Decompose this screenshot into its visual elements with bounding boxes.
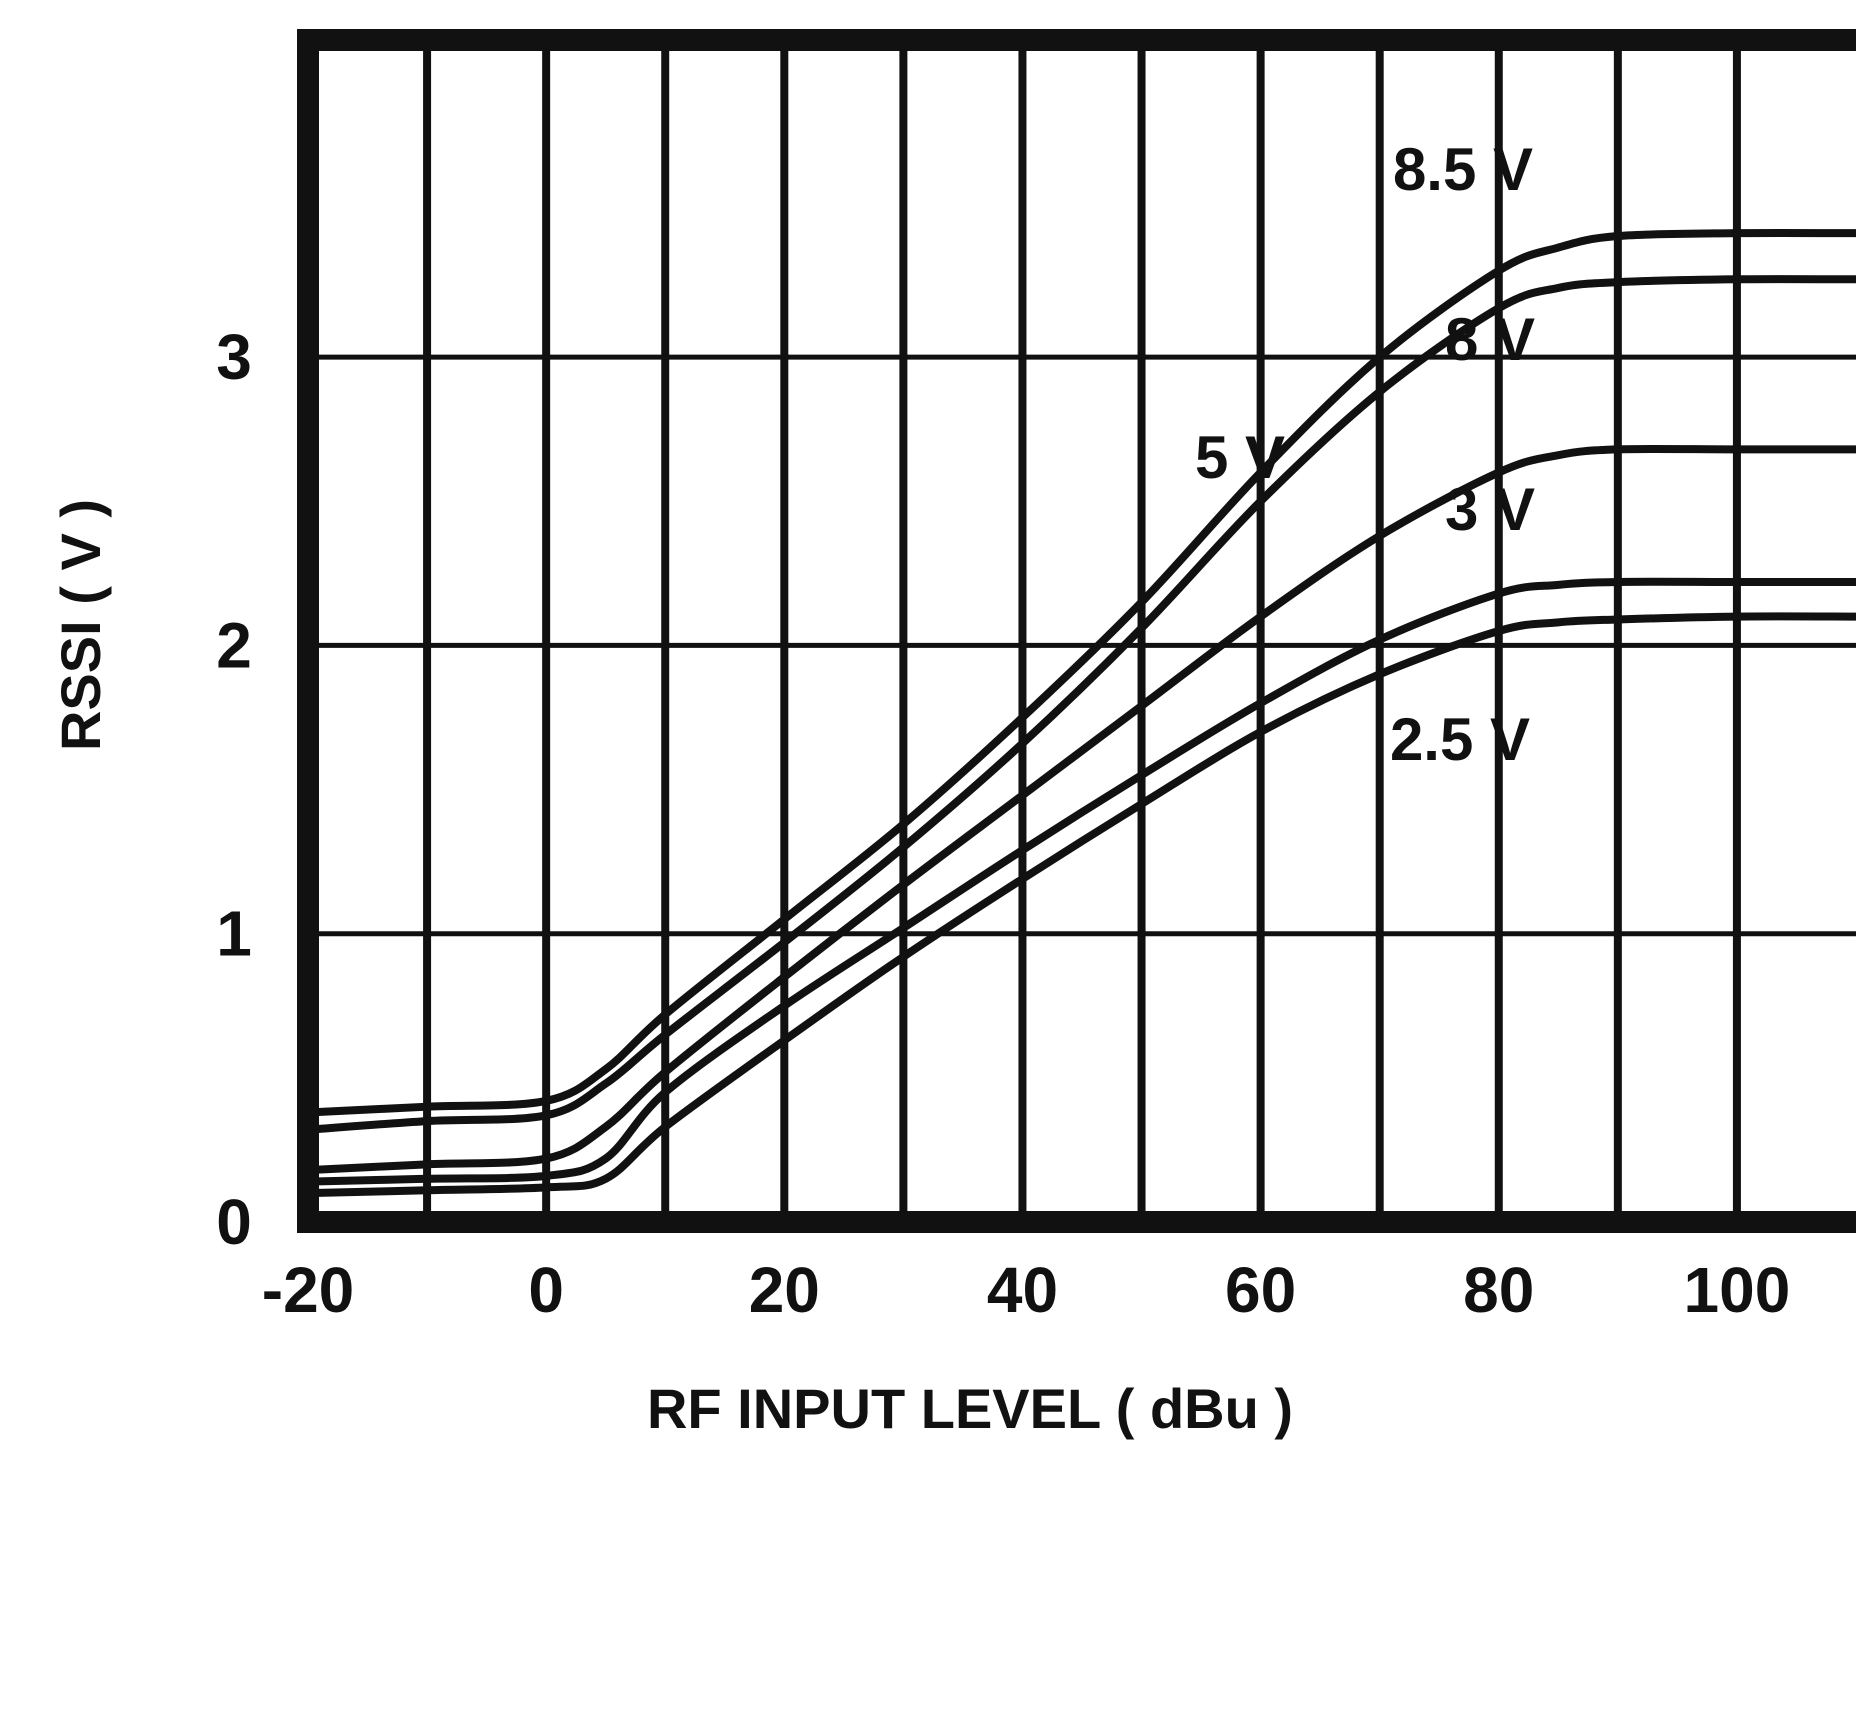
x-tick-label: 60 — [1225, 1254, 1296, 1326]
series-curve-0 — [307, 228, 1856, 1117]
y-tick-label: 3 — [216, 321, 252, 393]
series-label-2: 5 V — [1195, 424, 1285, 491]
series-label-0: 8.5 V — [1393, 136, 1533, 203]
x-tick-label: 100 — [1684, 1254, 1791, 1326]
series-labels: 8.5 V 8 V 5 V 3 V 2.5 V — [1195, 136, 1535, 773]
series-curve-3 — [307, 577, 1856, 1186]
grid — [308, 40, 1856, 1222]
y-tick-label: 1 — [216, 898, 252, 970]
y-axis-title: RSSI ( V ) — [49, 499, 112, 751]
series-label-1: 8 V — [1445, 306, 1535, 373]
plot-frame — [297, 29, 1856, 1233]
y-tick-label: 2 — [216, 609, 252, 681]
x-tick-label: 40 — [987, 1254, 1058, 1326]
y-tick-labels: 0 1 2 3 — [216, 321, 252, 1258]
x-tick-label: -20 — [262, 1254, 355, 1326]
series-curve-4 — [307, 612, 1856, 1198]
series-curves — [307, 228, 1856, 1198]
x-tick-label: 20 — [749, 1254, 820, 1326]
series-curve-1 — [307, 275, 1856, 1134]
y-tick-label: 0 — [216, 1186, 252, 1258]
x-tick-label: 0 — [528, 1254, 564, 1326]
series-label-4: 2.5 V — [1390, 706, 1530, 773]
x-tick-label: 80 — [1463, 1254, 1534, 1326]
x-axis-title: RF INPUT LEVEL ( dBu ) — [647, 1377, 1293, 1440]
series-curve-2 — [307, 444, 1856, 1175]
series-label-3: 3 V — [1445, 476, 1535, 543]
x-tick-labels: -20 0 20 40 60 80 100 — [262, 1254, 1791, 1326]
